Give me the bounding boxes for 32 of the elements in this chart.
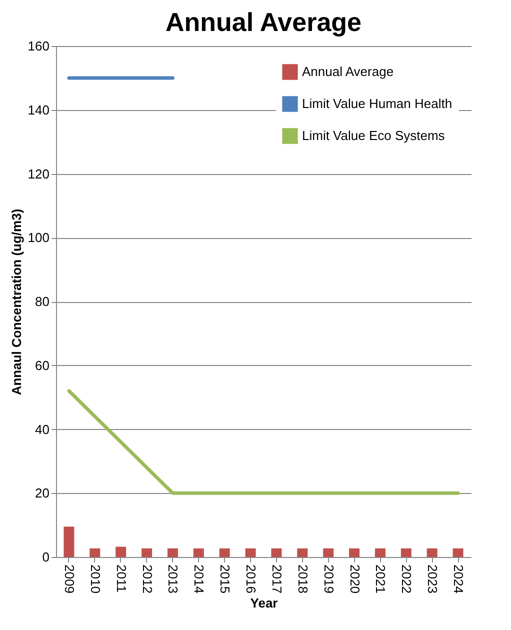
x-tick-label: 2018: [295, 564, 310, 594]
legend-label: Limit Value Human Health: [302, 96, 452, 111]
legend-label: Annual Average: [302, 64, 394, 79]
x-tick-label: 2014: [192, 564, 207, 594]
x-tick-label: 2015: [218, 564, 233, 594]
line-series: [67, 389, 460, 495]
x-tick-label: 2012: [140, 564, 155, 594]
x-tick-label: 2016: [244, 564, 259, 594]
x-tick-label: 2013: [166, 564, 181, 594]
x-tick-label: 2019: [321, 564, 336, 594]
y-tick-label: 120: [28, 166, 50, 182]
y-tick-label: 0: [42, 550, 50, 564]
y-tick-label: 80: [35, 294, 50, 309]
x-tick-label: 2010: [88, 564, 103, 594]
x-tick-label: 2011: [114, 564, 129, 592]
x-tick-label: 2024: [451, 564, 466, 594]
x-tick-label: 2023: [425, 564, 440, 594]
x-tick-label: 2021: [373, 564, 388, 594]
x-tick-label: 2020: [347, 564, 362, 594]
chart-title: Annual Average: [165, 7, 362, 37]
y-tick-label: 160: [28, 38, 50, 54]
x-tick-label: 2009: [62, 564, 77, 594]
x-tick-label: 2017: [269, 564, 284, 594]
y-tick-label: 40: [35, 422, 50, 437]
y-axis-title: Annaul Concentration (ug/m3): [8, 208, 24, 396]
x-tick-label: 2022: [399, 564, 414, 594]
y-tick-label: 20: [35, 486, 50, 501]
y-tick-label: 140: [28, 102, 50, 118]
y-tick-label: 60: [35, 358, 50, 373]
legend-label: Limit Value Eco Systems: [302, 128, 446, 143]
y-tick-label: 100: [28, 230, 50, 246]
x-axis-title: Year: [250, 595, 278, 610]
